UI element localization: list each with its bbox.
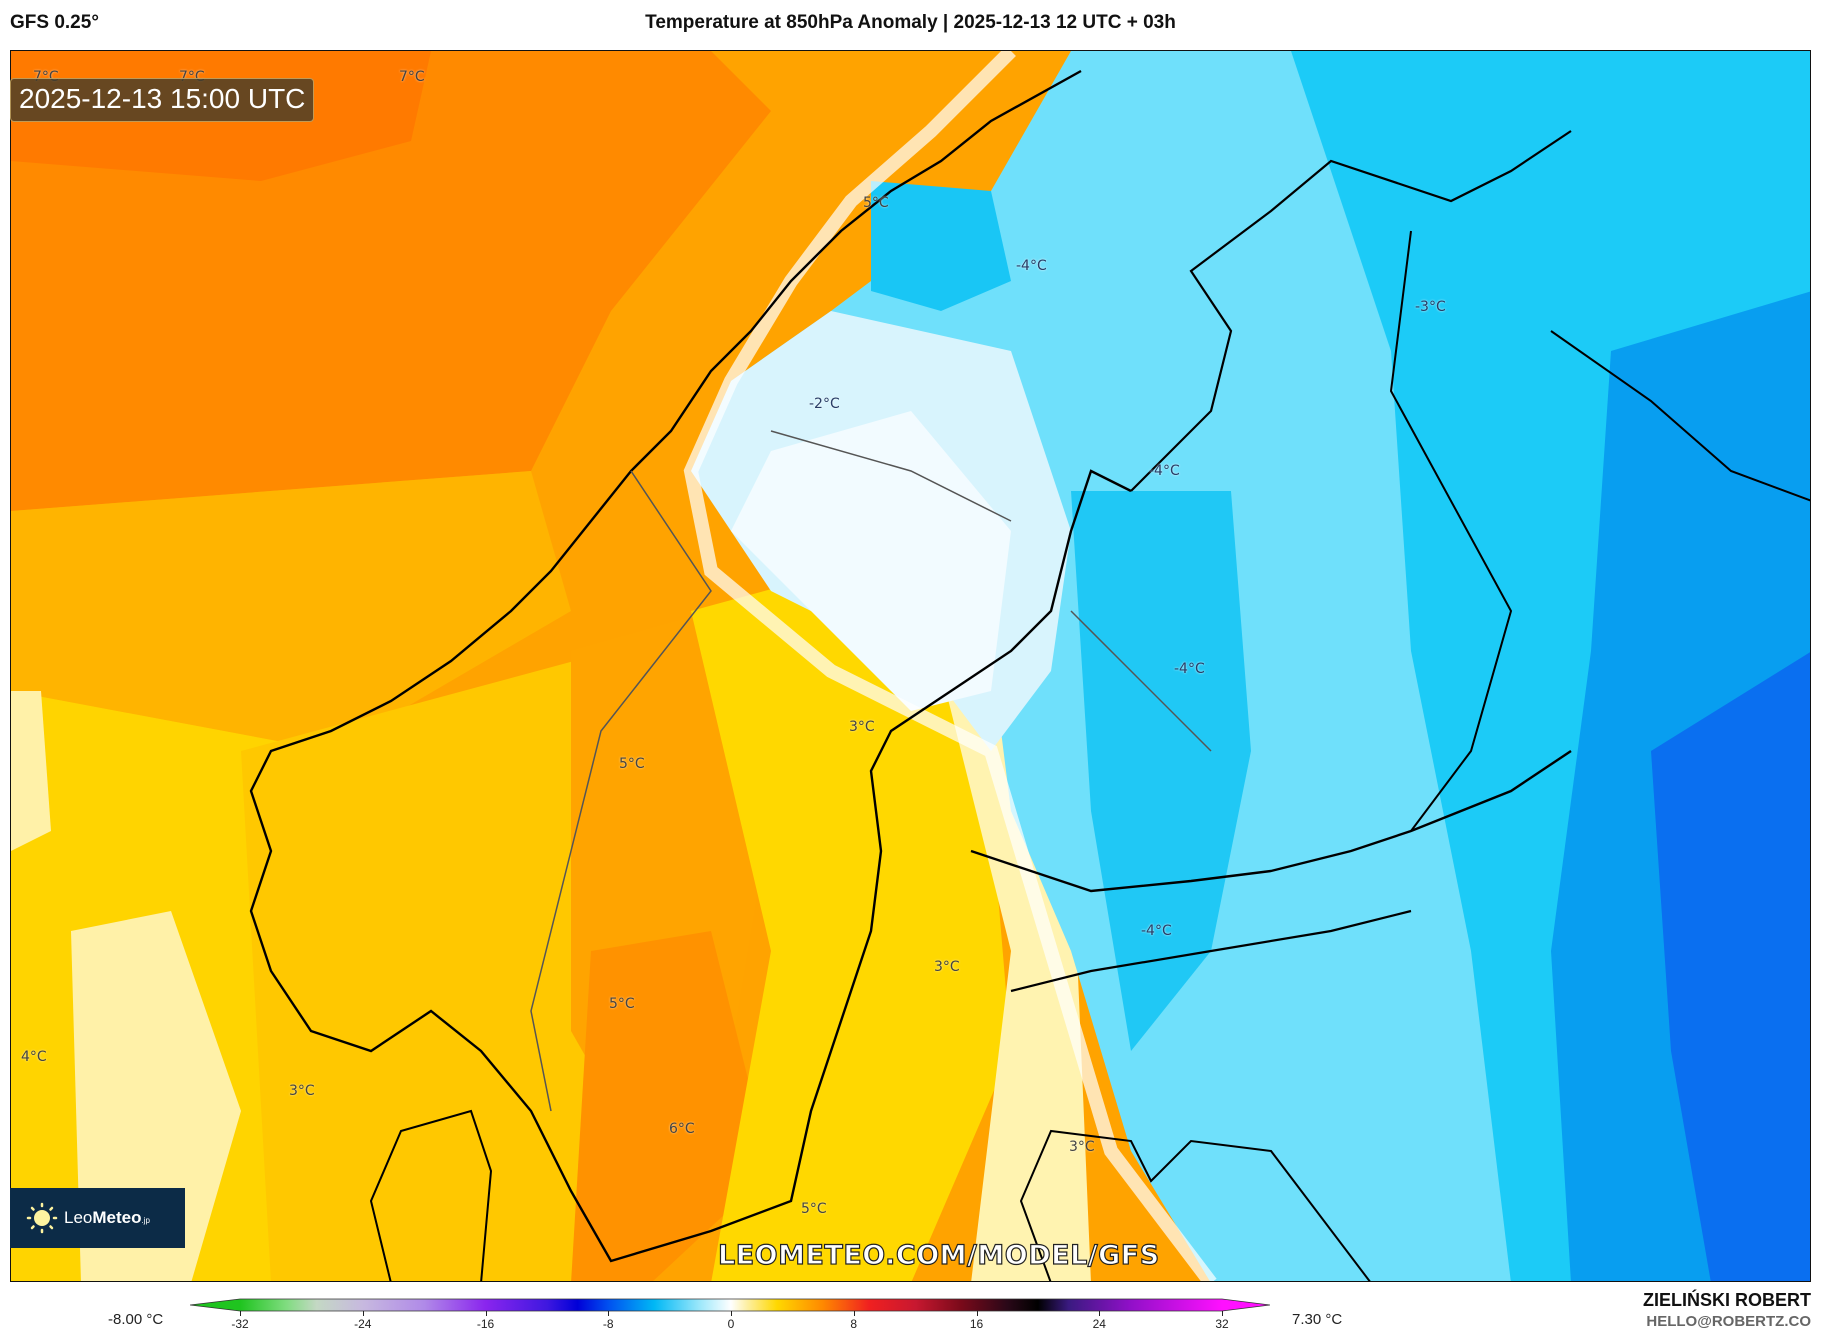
colorbar-tick-mark	[731, 1311, 732, 1316]
contour-label: 5°C	[863, 195, 889, 211]
contour-label: -4°C	[1174, 661, 1205, 677]
colorbar-tick-mark	[485, 1311, 487, 1316]
colorbar-tick-mark	[853, 1311, 855, 1316]
leometeo-logo[interactable]: LeoMeteo.jp	[10, 1188, 185, 1248]
valid-time-badge: 2025-12-13 15:00 UTC	[10, 78, 315, 122]
model-label: GFS 0.25°	[10, 12, 99, 33]
contour-label: 3°C	[1069, 1139, 1095, 1155]
colorbar-min-label: -8.00 °C	[108, 1311, 164, 1328]
colorbar-tick-mark	[1099, 1311, 1101, 1316]
temperature-anomaly-field	[11, 51, 1810, 1281]
colorbar-tick-label: -24	[354, 1317, 372, 1331]
anomaly-map: 7°C 7°C 7°C 5°C -4°C -3°C -2°C -4°C -4°C 3°C 5°C -4…	[10, 50, 1811, 1282]
chart-title: Temperature at 850hPa Anomaly | 2025-12-…	[645, 12, 1176, 33]
colorbar-tick-mark	[1222, 1311, 1223, 1316]
colorbar-max-label: 7.30 °C	[1292, 1311, 1343, 1328]
author-email[interactable]: HELLO@ROBERTZ.CO	[1646, 1313, 1811, 1330]
colorbar	[190, 1298, 1270, 1312]
colorbar-tick-label: 24	[1092, 1317, 1106, 1331]
sun-icon	[26, 1202, 58, 1234]
contour-label: 4°C	[21, 1049, 47, 1065]
author-name: ZIELIŃSKI ROBERT	[1642, 1290, 1811, 1310]
contour-label: -2°C	[809, 396, 840, 412]
colorbar-tick-label: 8	[850, 1317, 858, 1331]
logo-text: LeoMeteo.jp	[64, 1208, 150, 1227]
colorbar-tick-label: -16	[476, 1317, 495, 1331]
contour-label: 5°C	[801, 1201, 827, 1217]
site-watermark: LEOMETEO.COM/MODEL/GFS	[717, 1239, 1160, 1271]
colorbar-tick-mark	[362, 1311, 364, 1316]
contour-label: 3°C	[934, 959, 960, 975]
contour-label: 5°C	[619, 756, 645, 772]
colorbar-tick-label: 32	[1215, 1317, 1229, 1331]
contour-label: -4°C	[1141, 923, 1172, 939]
colorbar-tick-label: 16	[969, 1317, 984, 1331]
contour-label: 3°C	[289, 1083, 315, 1099]
colorbar-tick-label: 0	[727, 1317, 735, 1331]
colorbar-tick-mark	[240, 1311, 241, 1316]
colorbar-tick-label: -32	[231, 1317, 249, 1331]
colorbar-tick-mark	[976, 1311, 978, 1316]
colorbar-tick-mark	[608, 1311, 610, 1316]
contour-label: 5°C	[609, 996, 635, 1012]
contour-label: 6°C	[669, 1121, 695, 1137]
contour-label: -4°C	[1016, 258, 1047, 274]
contour-label: 7°C	[399, 69, 425, 85]
contour-label: 3°C	[849, 719, 875, 735]
colorbar-tick-label: -8	[602, 1317, 614, 1331]
contour-label: -4°C	[1149, 463, 1180, 479]
contour-label: -3°C	[1415, 299, 1446, 315]
